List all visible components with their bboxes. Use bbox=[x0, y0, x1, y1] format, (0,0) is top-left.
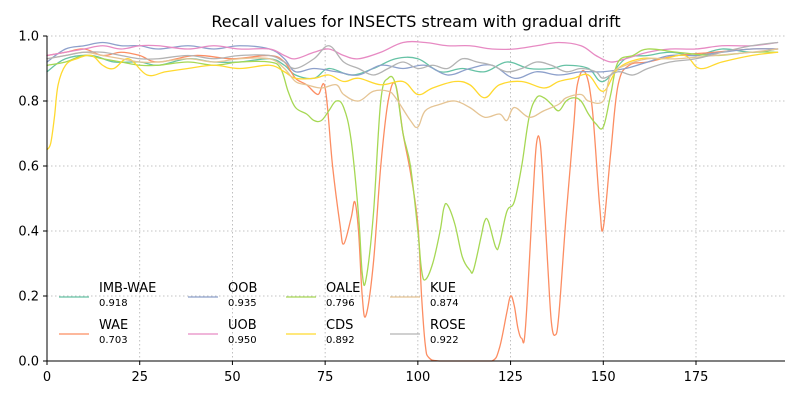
legend-item-oale: OALE 0.796 bbox=[286, 281, 360, 309]
series-line-uob bbox=[46, 40, 779, 63]
legend-mean-value: 0.950 bbox=[228, 335, 257, 346]
y-tick-label: 1.0 bbox=[18, 30, 39, 45]
legend-label: CDS bbox=[326, 318, 353, 333]
x-tick-label: 50 bbox=[224, 370, 241, 385]
legend-label: IMB-WAE bbox=[99, 281, 156, 296]
legend-item-oob: OOB 0.935 bbox=[188, 281, 257, 309]
series-line-rose bbox=[46, 41, 779, 79]
series-line-wae bbox=[46, 48, 779, 362]
legend-item-imb-wae: IMB-WAE 0.918 bbox=[59, 281, 156, 309]
series-line-kue bbox=[46, 48, 779, 129]
legend-mean-value: 0.922 bbox=[430, 335, 459, 346]
grid bbox=[47, 35, 785, 361]
legend-mean-value: 0.874 bbox=[430, 298, 459, 309]
series-lines bbox=[46, 40, 779, 362]
tick-labels: 0 25 50 75 100 125 150 175 0.0 0.2 0.4 0.6 0.8 1.0 bbox=[18, 30, 708, 386]
y-tick-label: 0.2 bbox=[18, 290, 39, 305]
legend-label: ROSE bbox=[430, 318, 466, 333]
x-tick-label: 0 bbox=[43, 370, 51, 385]
chart-title: Recall values for INSECTS stream with gr… bbox=[211, 12, 620, 31]
x-tick-label: 100 bbox=[405, 370, 430, 385]
legend-label: KUE bbox=[430, 281, 456, 296]
x-tick-label: 125 bbox=[498, 370, 523, 385]
y-tick-label: 0.6 bbox=[18, 160, 39, 175]
legend-mean-value: 0.796 bbox=[326, 298, 355, 309]
legend-item-cds: CDS 0.892 bbox=[286, 318, 355, 346]
x-tick-label: 175 bbox=[684, 370, 709, 385]
x-tick-label: 75 bbox=[317, 370, 334, 385]
series-line-cds bbox=[46, 51, 779, 151]
y-tick-label: 0.8 bbox=[18, 95, 39, 110]
legend-item-kue: KUE 0.874 bbox=[390, 281, 459, 309]
legend-label: OALE bbox=[326, 281, 360, 296]
y-tick-label: 0.4 bbox=[18, 225, 39, 240]
legend-mean-value: 0.918 bbox=[99, 298, 128, 309]
legend: IMB-WAE 0.918 WAE 0.703 OOB 0.935 UOB 0.950 OALE… bbox=[59, 281, 466, 346]
series-line-oale bbox=[46, 48, 779, 287]
legend-item-uob: UOB 0.950 bbox=[188, 318, 257, 346]
y-tick-label: 0.0 bbox=[18, 355, 39, 370]
x-tick-label: 150 bbox=[591, 370, 616, 385]
legend-item-rose: ROSE 0.922 bbox=[390, 318, 466, 346]
legend-label: WAE bbox=[99, 318, 128, 333]
axes bbox=[46, 36, 785, 362]
legend-mean-value: 0.703 bbox=[99, 335, 128, 346]
legend-label: UOB bbox=[228, 318, 257, 333]
legend-mean-value: 0.935 bbox=[228, 298, 257, 309]
legend-label: OOB bbox=[228, 281, 257, 296]
series-line-oob bbox=[46, 41, 779, 79]
x-tick-label: 25 bbox=[131, 370, 148, 385]
legend-item-wae: WAE 0.703 bbox=[59, 318, 128, 346]
legend-mean-value: 0.892 bbox=[326, 335, 355, 346]
